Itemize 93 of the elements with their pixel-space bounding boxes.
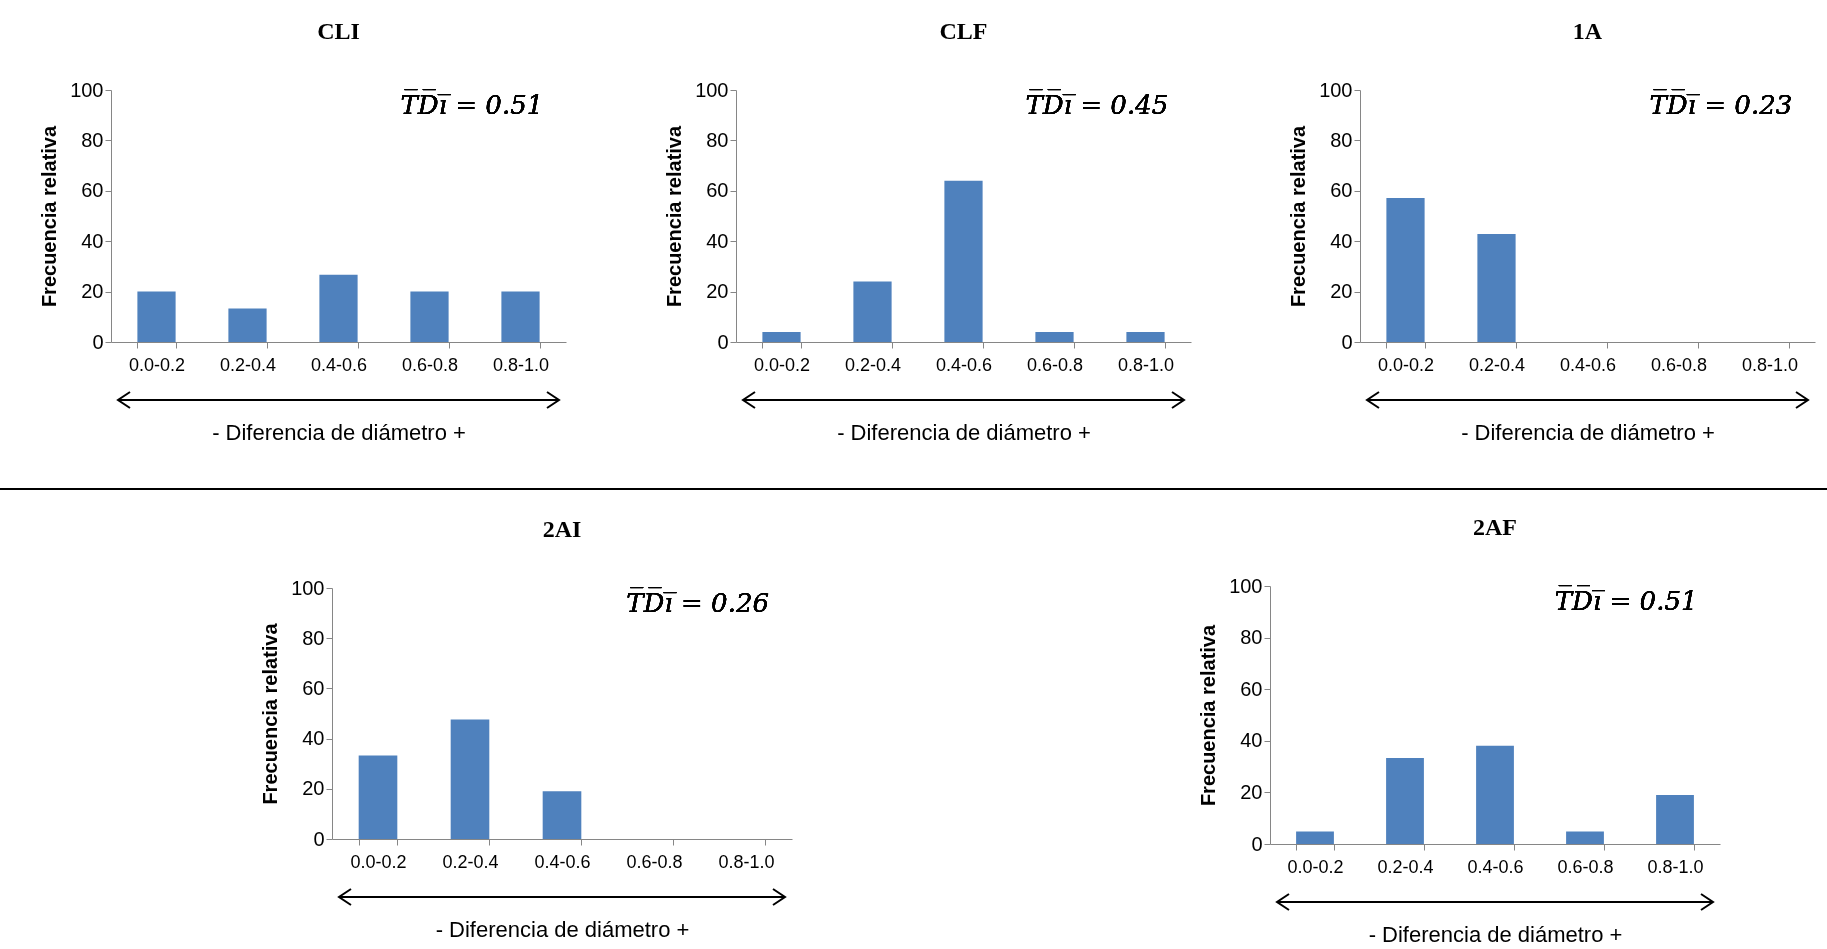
chart-title: CLF	[939, 18, 988, 44]
x-tick-label: 0.0-0.2	[350, 851, 407, 872]
annotation: T̅D̅i̅ = 0.51	[1554, 585, 1698, 616]
bar	[1126, 331, 1165, 342]
y-tick-label: 100	[291, 576, 325, 599]
bar	[1035, 331, 1074, 342]
x-tick-label: 0.8-1.0	[492, 354, 550, 375]
y-tick-label: 20	[81, 280, 104, 303]
y-tick-label: 80	[706, 128, 729, 151]
bar	[450, 719, 490, 839]
bar	[410, 291, 449, 342]
annotation: T̅D̅i̅ = 0.23	[1649, 89, 1793, 120]
y-tick-label: 100	[1229, 574, 1263, 597]
y-tick-label: 100	[1319, 78, 1353, 101]
y-tick-label: 40	[1330, 229, 1353, 252]
x-tick-label: 0.8-1.0	[1647, 856, 1704, 877]
y-tick-label: 40	[706, 229, 729, 252]
y-axis-title: Frecuencia relativa	[663, 125, 686, 308]
y-tick-label: 20	[1240, 780, 1263, 803]
x-tick-label: 0.0-0.2	[1287, 856, 1344, 877]
y-tick-label: 100	[695, 78, 729, 101]
annotation: T̅D̅i̅ = 0.26	[626, 587, 769, 618]
y-tick-label: 60	[1240, 677, 1263, 700]
bar	[542, 791, 582, 839]
y-tick-label: 40	[302, 727, 325, 750]
x-tick-label: 0.4-0.6	[534, 851, 591, 872]
x-tick-label: 0.2-0.4	[442, 851, 499, 872]
y-tick-label: 0	[1341, 330, 1353, 353]
x-tick-label: 0.6-0.8	[401, 354, 459, 375]
x-tick-label: 0.0-0.2	[753, 354, 811, 375]
y-tick-label: 0	[1251, 832, 1263, 855]
bar	[319, 274, 358, 342]
bar	[1476, 745, 1514, 844]
bar	[501, 291, 540, 342]
y-tick-label: 60	[706, 179, 729, 202]
bar	[228, 308, 267, 342]
x-tick-label: 0.4-0.6	[935, 354, 993, 375]
bar	[944, 180, 983, 342]
bar	[358, 755, 398, 839]
annotation: T̅D̅i̅ = 0.51	[400, 89, 544, 120]
y-tick-label: 60	[81, 179, 104, 202]
x-axis-title: - Diferencia de diámetro +	[212, 419, 466, 445]
y-tick-label: 20	[1330, 280, 1353, 303]
x-tick-label: 0.2-0.4	[219, 354, 277, 375]
x-tick-label: 0.6-0.8	[1026, 354, 1084, 375]
x-tick-label: 0.6-0.8	[1557, 856, 1614, 877]
bar	[1386, 758, 1424, 844]
annotation: T̅D̅i̅ = 0.45	[1025, 89, 1169, 120]
x-tick-label: 0.8-1.0	[1741, 354, 1799, 375]
y-tick-label: 80	[302, 626, 325, 649]
y-axis-title: Frecuencia relativa	[1197, 624, 1220, 807]
y-axis-title: Frecuencia relativa	[1287, 125, 1310, 308]
y-axis-title: Frecuencia relativa	[38, 125, 61, 308]
x-tick-label: 0.2-0.4	[1377, 856, 1434, 877]
bar	[137, 291, 176, 342]
x-tick-label: 0.4-0.6	[1559, 354, 1617, 375]
y-tick-label: 0	[92, 330, 104, 353]
y-tick-label: 40	[81, 229, 104, 252]
x-tick-label: 0.0-0.2	[128, 354, 186, 375]
y-tick-label: 100	[70, 78, 104, 101]
y-tick-label: 80	[1240, 626, 1263, 649]
chart-title: 2AI	[542, 516, 582, 542]
x-tick-label: 0.4-0.6	[1467, 856, 1524, 877]
bar	[1296, 831, 1334, 844]
x-tick-label: 0.8-1.0	[1117, 354, 1175, 375]
y-tick-label: 40	[1240, 729, 1263, 752]
x-axis-title: - Diferencia de diámetro +	[435, 916, 690, 942]
y-tick-label: 80	[1330, 128, 1353, 151]
bar	[762, 331, 801, 342]
x-tick-label: 0.8-1.0	[718, 851, 775, 872]
chart-title: 2AF	[1473, 514, 1517, 540]
y-tick-label: 0	[717, 330, 729, 353]
x-tick-label: 0.2-0.4	[1468, 354, 1526, 375]
x-tick-label: 0.6-0.8	[1650, 354, 1708, 375]
y-tick-label: 0	[313, 827, 325, 850]
chart-title: CLI	[317, 18, 360, 44]
x-tick-label: 0.6-0.8	[626, 851, 683, 872]
bar	[1656, 794, 1694, 844]
x-tick-label: 0.4-0.6	[310, 354, 368, 375]
y-tick-label: 80	[81, 128, 104, 151]
y-tick-label: 60	[302, 676, 325, 699]
x-axis-title: - Diferencia de diámetro +	[1461, 419, 1715, 445]
bar	[1566, 831, 1604, 844]
x-axis-title: - Diferencia de diámetro +	[837, 419, 1091, 445]
y-tick-label: 20	[706, 280, 729, 303]
y-axis-title: Frecuencia relativa	[259, 622, 282, 805]
x-tick-label: 0.0-0.2	[1377, 354, 1435, 375]
bar	[853, 281, 892, 342]
chart-title: 1A	[1572, 18, 1603, 44]
y-tick-label: 20	[302, 777, 325, 800]
x-axis-title: - Diferencia de diámetro +	[1368, 921, 1623, 947]
y-tick-label: 60	[1330, 179, 1353, 202]
x-tick-label: 0.2-0.4	[844, 354, 902, 375]
